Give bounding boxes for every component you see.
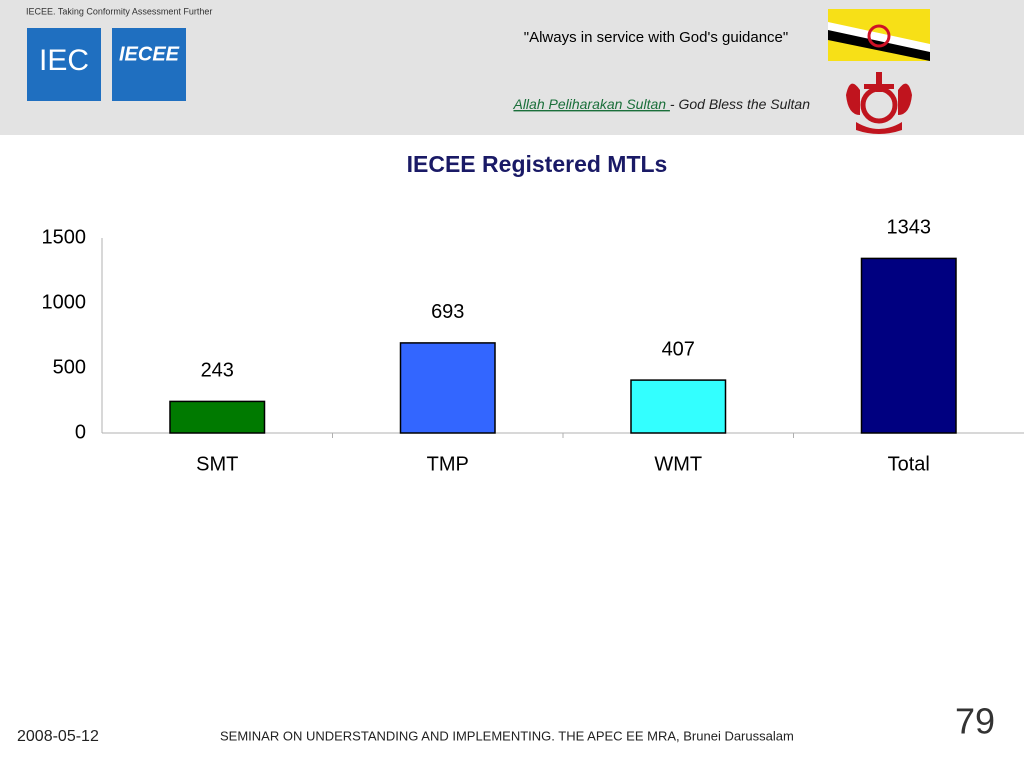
iecee-logo-text: IECEE — [119, 43, 180, 65]
iec-logo — [27, 28, 101, 101]
bar — [169, 400, 266, 434]
x-tick-label: TMP — [427, 453, 469, 475]
bar — [399, 342, 496, 434]
footer-seminar: SEMINAR ON UNDERSTANDING AND IMPLEMENTIN… — [220, 728, 794, 743]
chart-title: IECEE Registered MTLs — [407, 151, 668, 177]
bar — [630, 379, 727, 434]
y-tick-label: 500 — [53, 356, 86, 378]
anthem-name: Allah Peliharakan Sultan — [512, 96, 669, 112]
data-label: 693 — [431, 301, 464, 323]
data-label: 407 — [662, 338, 695, 360]
emblem — [846, 72, 912, 134]
y-tick-label: 0 — [75, 421, 86, 443]
y-tick-label: 1500 — [42, 226, 87, 248]
anthem: Allah Peliharakan Sultan - God Bless the… — [512, 96, 810, 112]
page-number: 79 — [955, 701, 995, 742]
flag — [828, 9, 930, 61]
data-label: 243 — [201, 360, 234, 382]
iec-logo-text: IEC — [39, 44, 89, 77]
anthem-translation: - God Bless the Sultan — [670, 96, 810, 112]
data-label: 1343 — [887, 217, 932, 239]
x-tick-label: WMT — [654, 453, 702, 475]
y-tick-label: 1000 — [42, 291, 87, 313]
iecee-logo — [112, 28, 186, 101]
tagline: IECEE. Taking Conformity Assessment Furt… — [26, 6, 212, 16]
footer-date: 2008-05-12 — [17, 728, 99, 745]
x-tick-label: SMT — [196, 453, 238, 475]
motto: "Always in service with God's guidance" — [524, 29, 788, 46]
bar — [860, 257, 957, 434]
x-tick-label: Total — [888, 453, 930, 475]
